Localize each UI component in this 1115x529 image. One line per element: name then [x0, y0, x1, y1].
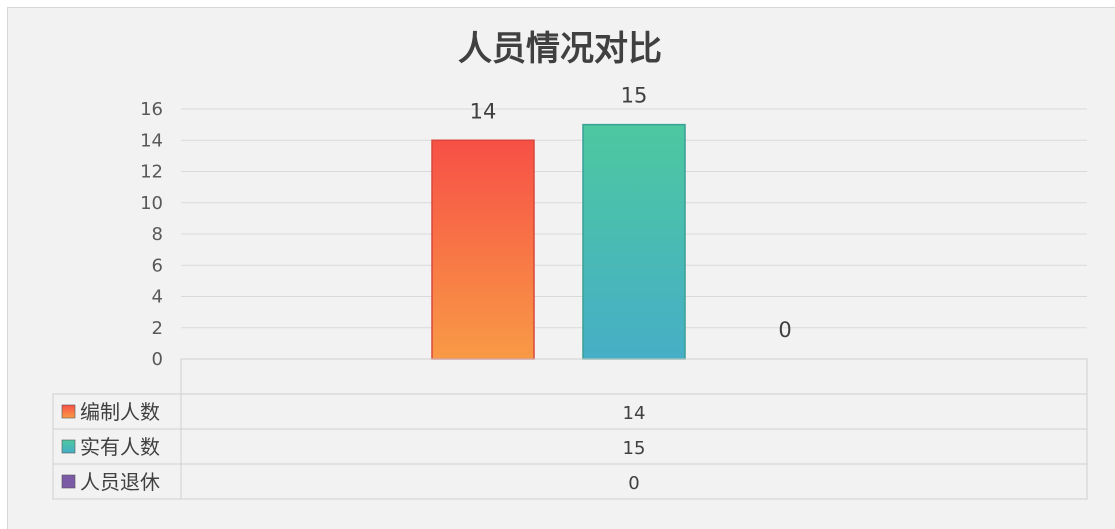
data-label: 15 [621, 84, 648, 108]
y-tick-label: 8 [152, 224, 163, 245]
y-tick-label: 10 [140, 193, 163, 214]
table-value: 15 [623, 438, 646, 459]
y-axis-tick-labels: 0 2 4 6 8 10 12 14 16 [140, 99, 163, 370]
y-tick-label: 12 [140, 162, 163, 183]
legend-key [61, 439, 76, 454]
table-category-row [180, 358, 1088, 395]
bars [431, 123, 686, 360]
table-value: 14 [623, 403, 646, 424]
y-tick-label: 2 [152, 318, 163, 339]
data-label: 14 [470, 99, 497, 123]
table-value: 0 [628, 473, 639, 494]
table-row [52, 393, 1088, 430]
table-row [52, 463, 1088, 500]
y-tick-label: 6 [152, 255, 163, 276]
data-labels: 14 15 0 [470, 84, 792, 342]
y-tick-label: 0 [152, 349, 163, 370]
bar-2 [582, 123, 686, 360]
table-row [52, 428, 1088, 465]
y-tick-label: 4 [152, 287, 163, 308]
chart-title: 人员情况对比 [458, 29, 662, 69]
legend-key [61, 404, 76, 419]
legend-label: 编制人数 [80, 400, 160, 424]
y-tick-label: 14 [140, 130, 163, 151]
bar-1 [431, 139, 535, 360]
y-tick-label: 16 [140, 99, 163, 120]
legend-key [61, 474, 76, 489]
data-label: 0 [778, 318, 791, 342]
chart-panel [7, 7, 1115, 529]
data-table: 编制人数 14 实有人数 15 人员退休 0 [52, 358, 1088, 500]
legend-label: 实有人数 [80, 435, 160, 459]
legend-label: 人员退休 [80, 470, 160, 494]
